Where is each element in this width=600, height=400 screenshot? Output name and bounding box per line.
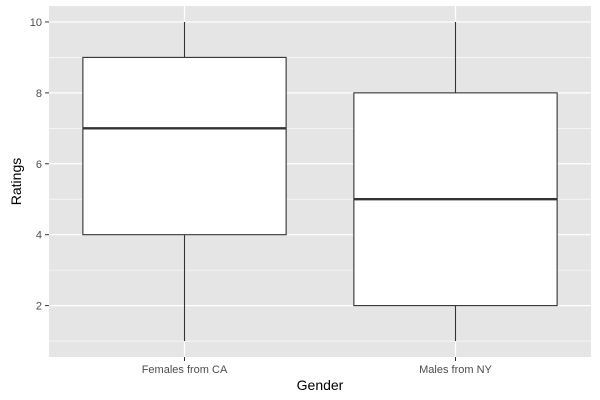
y-axis-ticks: 2 4 6 8 10 [30,17,49,313]
y-tick-label: 8 [36,88,42,100]
x-axis-ticks: Females from CA Males from NY [142,357,493,376]
boxes [82,21,558,342]
x-tick-label: Males from NY [419,364,492,376]
x-axis-title: Gender [297,377,344,393]
box-iqr [82,56,287,236]
box-2 [353,21,558,342]
x-tick-label: Females from CA [142,364,228,376]
y-tick-label: 4 [36,230,42,242]
y-tick-label: 10 [30,17,42,29]
y-tick-label: 6 [36,159,42,171]
y-tick-label: 2 [36,301,42,313]
box-1 [82,21,287,342]
y-axis-title: Ratings [8,158,24,205]
